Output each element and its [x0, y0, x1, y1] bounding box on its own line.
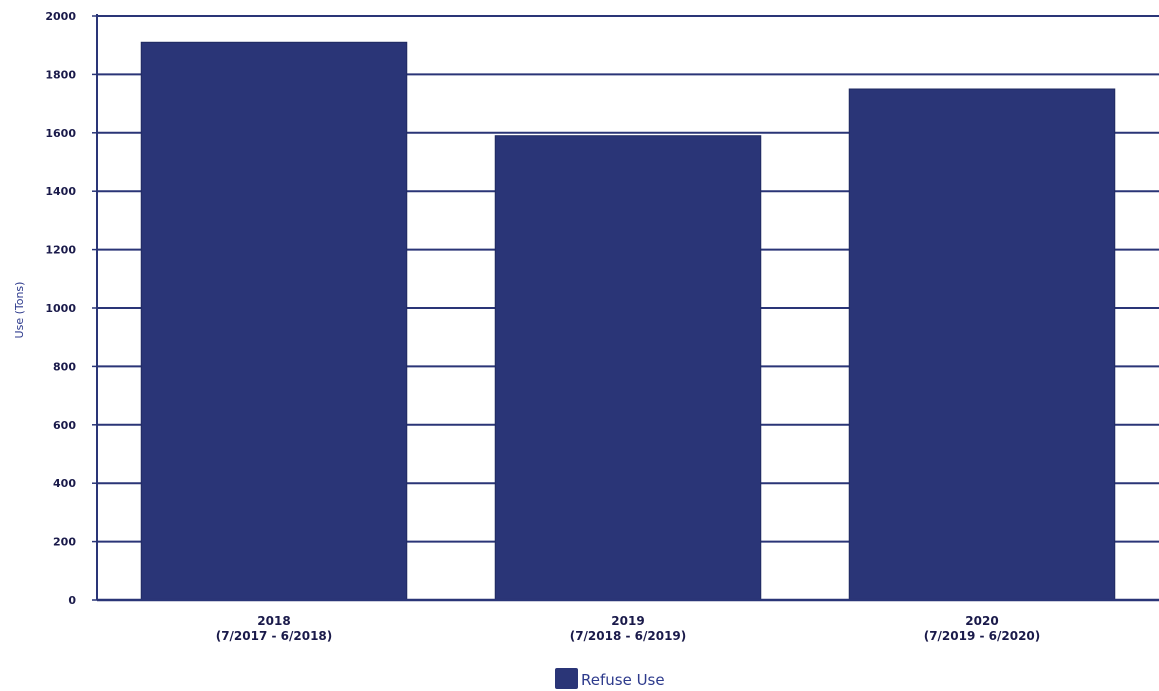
y-tick-label-1600: 1600 — [45, 127, 76, 140]
y-tick-label-1800: 1800 — [45, 68, 76, 81]
y-tick-label-200: 200 — [53, 536, 76, 549]
y-tick-label-1400: 1400 — [45, 185, 76, 198]
y-axis-title: Use (Tons) — [13, 282, 26, 339]
bars — [140, 41, 1116, 601]
x-tick-sublabel-2018: (7/2017 - 6/2018) — [216, 629, 333, 643]
y-tick-label-600: 600 — [53, 419, 76, 432]
x-tick-label-2019: 2019 — [611, 614, 644, 628]
y-tick-label-0: 0 — [68, 594, 76, 607]
bar-2019 — [494, 135, 762, 601]
legend-label-refuse-use: Refuse Use — [581, 671, 665, 689]
legend: Refuse Use — [555, 668, 665, 689]
x-tick-label-2020: 2020 — [965, 614, 998, 628]
x-tick-sublabel-2019: (7/2018 - 6/2019) — [570, 629, 687, 643]
y-tick-label-1000: 1000 — [45, 302, 76, 315]
legend-swatch — [555, 668, 578, 689]
y-tick-label-400: 400 — [53, 477, 76, 490]
y-tick-label-800: 800 — [53, 360, 76, 373]
y-tick-label-2000: 2000 — [45, 10, 76, 23]
x-tick-sublabel-2020: (7/2019 - 6/2020) — [924, 629, 1041, 643]
y-tick-label-1200: 1200 — [45, 244, 76, 257]
bar-2018 — [140, 41, 408, 601]
y-tick-labels: 0 200 400 600 800 1000 1200 1400 1600 1800 2000 — [45, 10, 76, 607]
x-tick-labels: 2018(7/2017 - 6/2018) 2019(7/2018 - 6/201… — [216, 614, 1041, 643]
bar-2020 — [848, 88, 1116, 601]
axes — [92, 14, 1159, 602]
x-tick-label-2018: 2018 — [257, 614, 290, 628]
